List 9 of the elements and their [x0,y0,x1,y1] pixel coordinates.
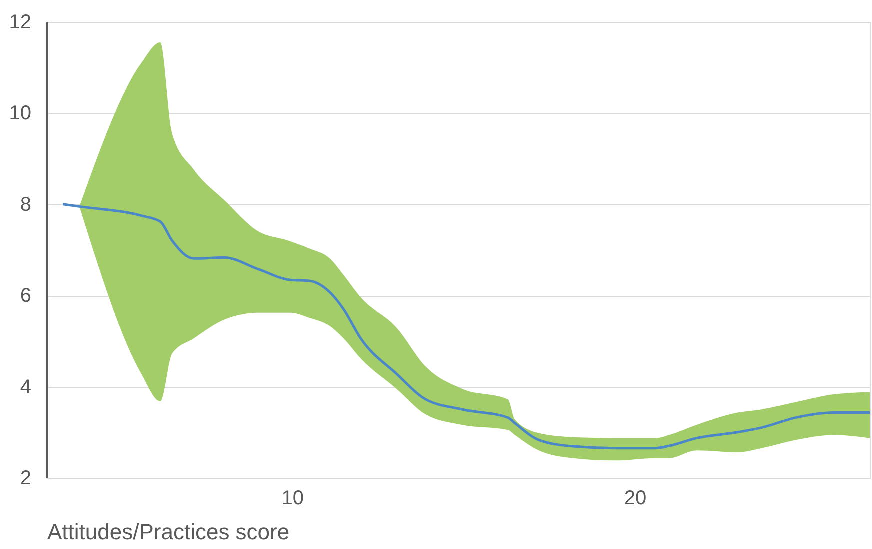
x-axis-title: Attitudes/Practices score [48,520,290,544]
line-series [62,203,872,450]
y-tick-label: 10 [9,102,32,125]
y-tick-label: 2 [20,468,32,490]
x-tick-label: 20 [624,488,647,510]
y-tick-label: 6 [20,285,32,308]
y-tick-label: 8 [20,194,32,216]
y-tick-label: 12 [9,12,32,34]
y-tick-label: 4 [20,376,32,398]
